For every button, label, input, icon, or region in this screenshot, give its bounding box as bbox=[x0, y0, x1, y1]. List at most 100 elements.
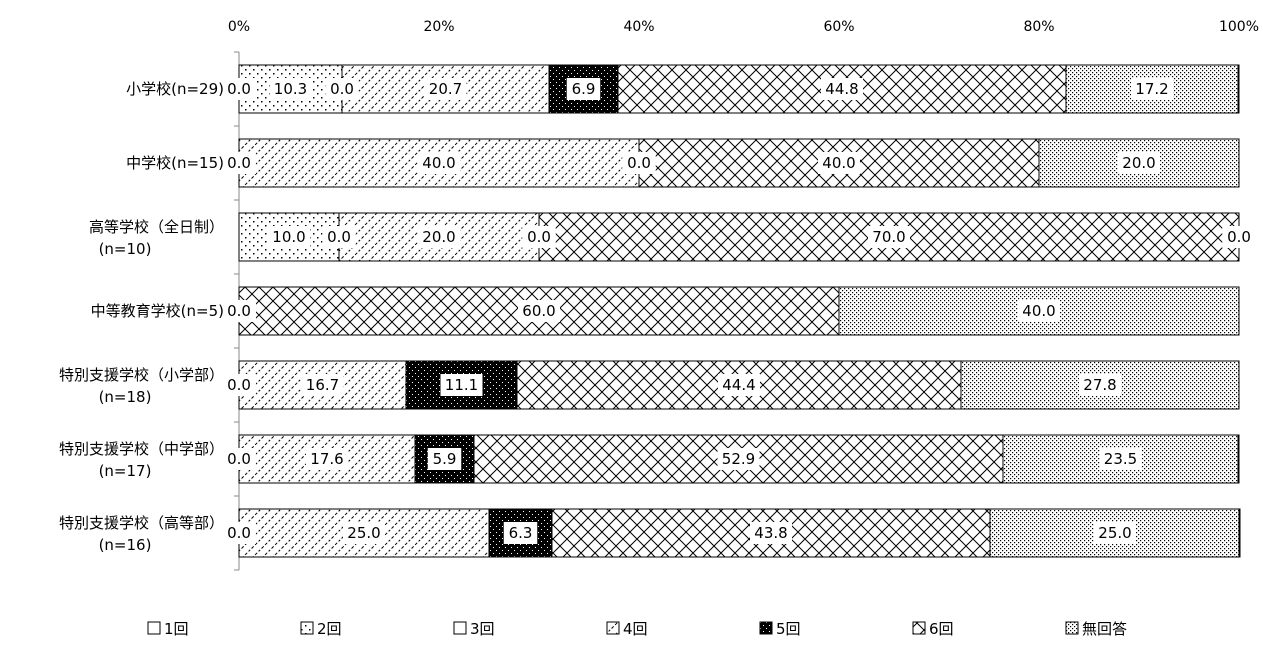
data-label: 44.8 bbox=[825, 80, 858, 98]
data-label-bg bbox=[325, 78, 359, 100]
data-label-bg bbox=[222, 300, 256, 322]
data-label: 20.0 bbox=[1122, 154, 1155, 172]
legend-label: 6回 bbox=[929, 620, 954, 638]
data-label-bg bbox=[622, 152, 656, 174]
data-label: 20.0 bbox=[422, 228, 455, 246]
category-label: 特別支援学校（中学部） bbox=[59, 440, 224, 458]
legend-label: 4回 bbox=[623, 620, 648, 638]
data-label: 20.7 bbox=[429, 80, 462, 98]
data-label: 0.0 bbox=[227, 80, 251, 98]
category-label: (n=10) bbox=[99, 240, 152, 258]
category-label: 小学校(n=29) bbox=[126, 80, 224, 98]
data-label: 60.0 bbox=[522, 302, 555, 320]
data-label-bg bbox=[418, 226, 460, 248]
x-tick-label: 80% bbox=[1023, 19, 1054, 35]
data-label: 23.5 bbox=[1104, 450, 1137, 468]
data-label: 11.1 bbox=[445, 376, 478, 394]
x-tick-label: 100% bbox=[1219, 19, 1259, 35]
data-label-bg bbox=[424, 78, 467, 100]
data-label-bg bbox=[1222, 226, 1256, 248]
data-label-bg bbox=[518, 300, 560, 322]
data-label-bg bbox=[268, 226, 310, 248]
legend-swatch bbox=[1065, 621, 1079, 635]
data-label-bg bbox=[821, 78, 863, 100]
data-label: 5.9 bbox=[433, 450, 457, 468]
legend-swatch bbox=[912, 621, 926, 635]
x-tick-label: 40% bbox=[623, 19, 654, 35]
data-label: 10.3 bbox=[274, 80, 307, 98]
data-label: 0.0 bbox=[527, 228, 551, 246]
data-label-bg bbox=[440, 374, 483, 396]
data-label: 0.0 bbox=[227, 302, 251, 320]
data-label-bg bbox=[343, 522, 385, 544]
category-label: (n=18) bbox=[99, 388, 152, 406]
category-label: (n=16) bbox=[99, 536, 152, 554]
category-label: 特別支援学校（高等部） bbox=[59, 514, 224, 532]
category-label: (n=17) bbox=[99, 462, 152, 480]
x-tick-label: 60% bbox=[823, 19, 854, 35]
data-label: 70.0 bbox=[872, 228, 905, 246]
data-label: 17.2 bbox=[1135, 80, 1168, 98]
category-label: 高等学校（全日制） bbox=[89, 218, 224, 236]
data-label-bg bbox=[418, 152, 460, 174]
data-label-bg bbox=[306, 448, 348, 470]
data-label: 25.0 bbox=[347, 524, 380, 542]
data-label: 0.0 bbox=[227, 450, 251, 468]
data-label-bg bbox=[1099, 448, 1142, 470]
data-label: 6.3 bbox=[509, 524, 533, 542]
data-label: 17.6 bbox=[310, 450, 343, 468]
data-label-bg bbox=[1079, 374, 1121, 396]
data-label-bg bbox=[301, 374, 344, 396]
x-tick-label: 20% bbox=[423, 19, 454, 35]
legend-swatch bbox=[453, 621, 467, 635]
data-label-bg bbox=[427, 448, 462, 470]
data-label-bg bbox=[868, 226, 910, 248]
legend-swatch bbox=[147, 621, 161, 635]
category-label: 特別支援学校（小学部） bbox=[59, 366, 224, 384]
data-label-bg bbox=[222, 374, 256, 396]
data-label: 0.0 bbox=[330, 80, 354, 98]
legend-swatch bbox=[606, 621, 620, 635]
legend-label: 1回 bbox=[164, 620, 189, 638]
data-label: 44.4 bbox=[722, 376, 755, 394]
data-label-bg bbox=[718, 374, 760, 396]
data-label-bg bbox=[322, 226, 356, 248]
data-label-bg bbox=[503, 522, 538, 544]
data-label: 6.9 bbox=[572, 80, 596, 98]
data-label: 0.0 bbox=[227, 154, 251, 172]
data-label-bg bbox=[222, 522, 256, 544]
data-label-bg bbox=[222, 78, 256, 100]
data-label: 40.0 bbox=[1022, 302, 1055, 320]
legend-label: 5回 bbox=[776, 620, 801, 638]
legend-label: 2回 bbox=[317, 620, 342, 638]
data-label-bg bbox=[1131, 78, 1173, 100]
data-label-bg bbox=[1018, 300, 1060, 322]
legend-swatch bbox=[759, 621, 773, 635]
data-label: 0.0 bbox=[227, 524, 251, 542]
data-label-bg bbox=[222, 448, 256, 470]
data-label-bg bbox=[1118, 152, 1160, 174]
legend-label: 無回答 bbox=[1082, 620, 1127, 638]
data-label-bg bbox=[818, 152, 860, 174]
category-label: 中学校(n=15) bbox=[126, 154, 224, 172]
data-label: 27.8 bbox=[1083, 376, 1116, 394]
data-label: 10.0 bbox=[272, 228, 305, 246]
data-label: 40.0 bbox=[422, 154, 455, 172]
data-label-bg bbox=[750, 522, 792, 544]
data-label: 25.0 bbox=[1098, 524, 1131, 542]
legend-label: 3回 bbox=[470, 620, 495, 638]
data-label: 52.9 bbox=[722, 450, 755, 468]
data-label: 16.7 bbox=[306, 376, 339, 394]
data-label: 43.8 bbox=[754, 524, 787, 542]
data-label: 0.0 bbox=[627, 154, 651, 172]
data-label-bg bbox=[717, 448, 760, 470]
x-tick-label: 0% bbox=[228, 19, 250, 35]
legend-swatch bbox=[300, 621, 314, 635]
data-label-bg bbox=[269, 78, 312, 100]
data-label: 0.0 bbox=[227, 376, 251, 394]
data-label: 40.0 bbox=[822, 154, 855, 172]
category-label: 中等教育学校(n=5) bbox=[91, 302, 224, 320]
data-label-bg bbox=[222, 152, 256, 174]
data-label-bg bbox=[1094, 522, 1136, 544]
